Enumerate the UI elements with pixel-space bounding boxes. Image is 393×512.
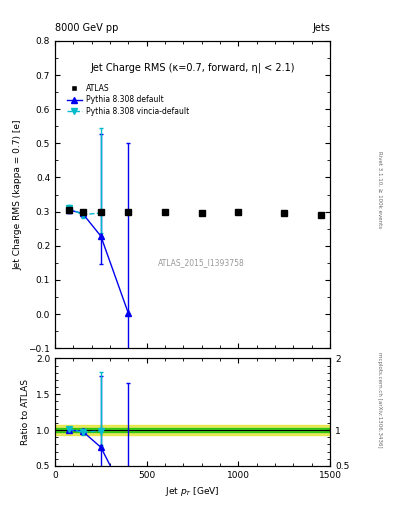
Legend: ATLAS, Pythia 8.308 default, Pythia 8.308 vincia-default: ATLAS, Pythia 8.308 default, Pythia 8.30… — [64, 81, 191, 118]
Text: mcplots.cern.ch [arXiv:1306.3436]: mcplots.cern.ch [arXiv:1306.3436] — [377, 352, 382, 447]
Y-axis label: Ratio to ATLAS: Ratio to ATLAS — [21, 379, 30, 445]
Text: Jets: Jets — [312, 23, 330, 33]
X-axis label: Jet $p_T$ [GeV]: Jet $p_T$ [GeV] — [165, 485, 220, 498]
Text: Jet Charge RMS (κ=0.7, forward, η| < 2.1): Jet Charge RMS (κ=0.7, forward, η| < 2.1… — [90, 62, 295, 73]
Y-axis label: Jet Charge RMS (kappa = 0.7) [e]: Jet Charge RMS (kappa = 0.7) [e] — [14, 119, 23, 270]
Bar — [55, 428, 330, 432]
Text: Rivet 3.1.10, ≥ 100k events: Rivet 3.1.10, ≥ 100k events — [377, 151, 382, 228]
Text: ATLAS_2015_I1393758: ATLAS_2015_I1393758 — [158, 258, 244, 267]
Bar — [55, 425, 330, 435]
Text: 8000 GeV pp: 8000 GeV pp — [55, 23, 118, 33]
